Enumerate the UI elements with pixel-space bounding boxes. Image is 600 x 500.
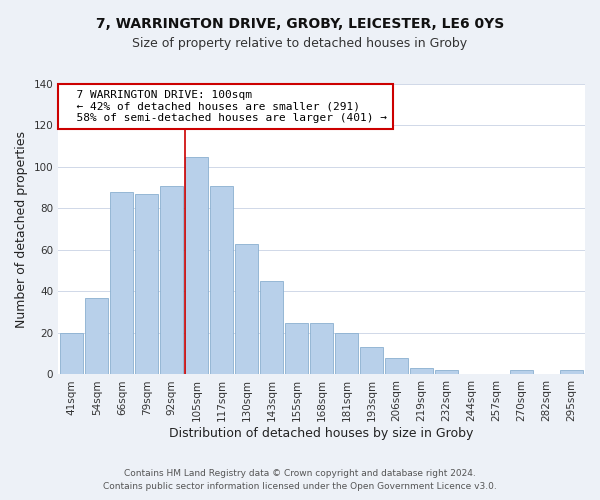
Bar [110, 192, 133, 374]
Bar [385, 358, 408, 374]
Bar [160, 186, 183, 374]
Bar [435, 370, 458, 374]
Bar [560, 370, 583, 374]
Text: 7 WARRINGTON DRIVE: 100sqm
  ← 42% of detached houses are smaller (291)
  58% of: 7 WARRINGTON DRIVE: 100sqm ← 42% of deta… [64, 90, 388, 123]
Text: Size of property relative to detached houses in Groby: Size of property relative to detached ho… [133, 38, 467, 51]
Bar [185, 156, 208, 374]
X-axis label: Distribution of detached houses by size in Groby: Distribution of detached houses by size … [169, 427, 474, 440]
Text: Contains public sector information licensed under the Open Government Licence v3: Contains public sector information licen… [103, 482, 497, 491]
Bar [61, 333, 83, 374]
Bar [510, 370, 533, 374]
Text: Contains HM Land Registry data © Crown copyright and database right 2024.: Contains HM Land Registry data © Crown c… [124, 468, 476, 477]
Bar [360, 348, 383, 374]
Bar [410, 368, 433, 374]
Y-axis label: Number of detached properties: Number of detached properties [15, 130, 28, 328]
Bar [335, 333, 358, 374]
Bar [85, 298, 109, 374]
Bar [210, 186, 233, 374]
Bar [136, 194, 158, 374]
Text: 7, WARRINGTON DRIVE, GROBY, LEICESTER, LE6 0YS: 7, WARRINGTON DRIVE, GROBY, LEICESTER, L… [96, 18, 504, 32]
Bar [235, 244, 258, 374]
Bar [260, 281, 283, 374]
Bar [285, 322, 308, 374]
Bar [310, 322, 333, 374]
